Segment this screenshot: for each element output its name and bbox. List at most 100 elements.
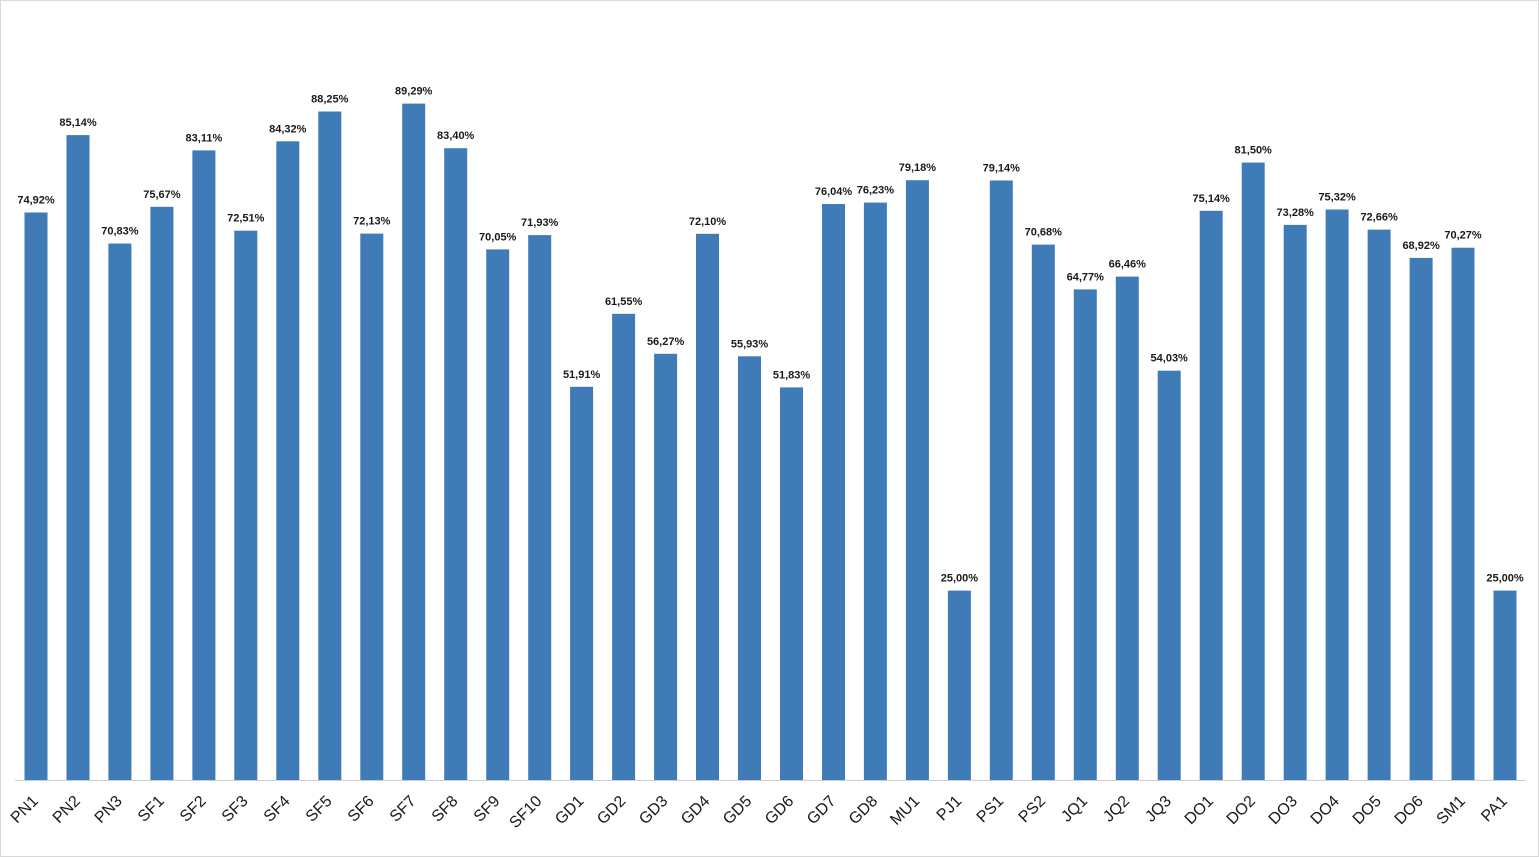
x-tick-label-sf1: SF1 [135,793,168,826]
x-tick-label-sf5: SF5 [303,793,336,826]
bar-sf10 [528,235,552,781]
data-label-do1: 75,14% [1193,193,1231,205]
data-label-sf9: 70,05% [479,231,517,243]
x-tick-label-gd1: GD1 [552,793,587,828]
bar-pn1 [24,212,48,780]
bar-pj1 [947,590,971,780]
x-tick-label-sf6: SF6 [345,793,378,826]
bar-sf8 [444,148,468,780]
data-label-sf10: 71,93% [521,217,559,229]
x-tick-label-sf7: SF7 [387,793,420,826]
bar-sf3 [234,230,258,780]
bar-gd2 [612,313,636,780]
x-tick-label-ps2: PS2 [1016,793,1049,826]
data-label-do6: 68,92% [1402,240,1440,252]
x-tick-label-pj1: PJ1 [934,793,966,825]
bar-gd1 [570,386,594,780]
bar-sm1 [1451,247,1475,780]
bar-sf5 [318,111,342,780]
bar-pa1 [1493,590,1517,780]
data-label-pj1: 25,00% [941,573,979,585]
x-tick-label-do1: DO1 [1182,793,1217,828]
bar-gd7 [822,204,845,780]
data-label-pn2: 85,14% [59,117,97,129]
bar-ps1 [989,180,1013,780]
bars-layer [24,103,1517,781]
data-label-gd8: 76,23% [857,185,895,197]
x-tick-label-sf9: SF9 [471,793,504,826]
x-tick-label-pn2: PN2 [50,793,84,827]
bar-do6 [1409,257,1433,780]
data-label-sf3: 72,51% [227,213,265,225]
bar-do5 [1367,229,1391,781]
x-tick-label-do6: DO6 [1392,793,1427,828]
x-tick-label-mu1: MU1 [887,793,923,829]
bar-jq2 [1115,276,1139,780]
data-label-jq3: 54,03% [1151,353,1189,365]
data-label-gd4: 72,10% [689,216,727,228]
data-label-sf6: 72,13% [353,216,391,228]
x-tick-label-pa1: PA1 [1478,793,1511,826]
data-label-gd3: 56,27% [647,336,685,348]
data-label-sf2: 83,11% [186,132,223,144]
bar-ps2 [1031,244,1055,781]
bar-gd3 [654,353,678,780]
bar-sf4 [276,141,300,781]
data-label-do4: 75,32% [1318,192,1356,204]
bar-do4 [1325,209,1349,780]
x-tick-label-do5: DO5 [1350,793,1385,828]
x-tick-label-sm1: SM1 [1434,793,1469,828]
x-tick-label-gd3: GD3 [636,793,671,828]
x-tick-label-jq3: JQ3 [1142,793,1175,826]
bar-pn3 [108,243,132,780]
x-tick-label-gd2: GD2 [594,793,629,828]
bar-pn2 [66,135,90,781]
x-tick-label-sf10: SF10 [506,793,545,832]
x-tick-label-gd7: GD7 [804,793,839,828]
data-label-jq2: 66,46% [1109,259,1147,271]
bar-jq1 [1073,289,1097,780]
data-label-gd5: 55,93% [731,338,769,350]
bar-sf7 [402,103,426,781]
data-label-pa1: 25,00% [1486,573,1524,585]
data-label-sf5: 88,25% [311,94,349,106]
bar-mu1 [905,180,929,780]
data-label-sf8: 83,40% [437,130,475,142]
x-tick-label-gd8: GD8 [846,793,881,828]
data-labels-layer: 74,92% 85,14% 70,83% 75,67% 83,11% 72,51% 84,3… [17,86,1524,585]
data-label-sm1: 70,27% [1444,230,1482,242]
bar-sf2 [192,150,216,780]
x-tick-label-sf2: SF2 [177,793,210,826]
x-tick-label-gd6: GD6 [762,793,797,828]
bar-do1 [1199,210,1223,781]
x-tick-label-do4: DO4 [1308,793,1343,828]
bar-sf1 [150,206,174,781]
x-tick-label-gd4: GD4 [678,793,713,828]
data-label-do2: 81,50% [1235,145,1273,157]
data-label-gd6: 51,83% [773,369,811,381]
data-label-gd1: 51,91% [563,369,601,381]
x-tick-label-do3: DO3 [1266,793,1301,828]
x-tick-label-jq2: JQ2 [1100,793,1133,826]
x-tick-label-sf4: SF4 [261,793,294,826]
data-label-sf4: 84,32% [269,123,307,135]
data-label-gd2: 61,55% [605,296,643,308]
x-tick-label-jq1: JQ1 [1058,793,1091,826]
x-tick-label-sf8: SF8 [429,793,462,826]
bar-gd8 [863,202,887,781]
x-tick-label-gd5: GD5 [720,793,755,828]
x-tick-label-pn1: PN1 [8,793,42,827]
x-tick-label-ps1: PS1 [974,793,1007,826]
data-label-gd7: 76,04% [815,186,853,198]
bar-gd6 [780,387,803,780]
data-label-sf7: 89,29% [395,86,433,98]
data-label-jq1: 64,77% [1067,271,1105,283]
x-tick-label-sf3: SF3 [219,793,252,826]
data-label-do3: 73,28% [1277,207,1315,219]
data-label-ps2: 70,68% [1025,227,1063,239]
bar-sf9 [486,249,510,780]
data-label-do5: 72,66% [1360,212,1398,224]
data-label-pn3: 70,83% [101,226,139,238]
data-label-mu1: 79,18% [899,162,937,174]
